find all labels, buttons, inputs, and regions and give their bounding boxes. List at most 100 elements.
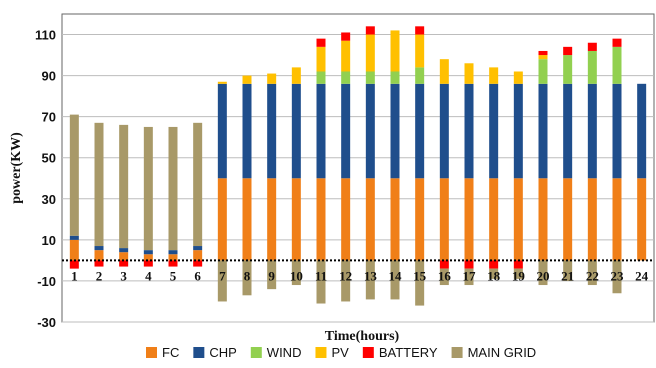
bar-battery-19	[513, 260, 523, 269]
bar-pv-17	[464, 63, 474, 84]
legend: FC CHP WIND PV BATTERY MAIN GRID	[146, 345, 536, 360]
bar-fc-11	[316, 178, 326, 261]
y-tick-label: 70	[42, 110, 56, 125]
bar-main-grid-5	[168, 126, 178, 251]
bar-chp-9	[267, 83, 277, 179]
bar-battery-4	[143, 260, 153, 267]
bar-battery-15	[415, 26, 425, 35]
bar-battery-18	[489, 260, 499, 269]
bar-fc-4	[143, 254, 153, 261]
x-axis-title: Time(hours)	[325, 329, 400, 344]
bar-wind-23	[612, 46, 622, 84]
legend-swatch-pv	[315, 347, 327, 358]
bar-main-grid-19	[513, 268, 523, 279]
x-tick-label: 19	[512, 268, 526, 283]
y-tick-label: -30	[37, 315, 56, 330]
bar-fc-14	[390, 178, 400, 261]
y-axis-title: power(KW)	[9, 132, 24, 204]
bar-fc-15	[415, 178, 425, 261]
bar-fc-12	[341, 178, 351, 261]
bar-pv-7	[217, 81, 227, 84]
bar-fc-7	[217, 178, 227, 261]
x-tick-label: 23	[611, 268, 625, 283]
bar-chp-12	[341, 83, 351, 179]
bar-battery-3	[119, 260, 129, 267]
bar-fc-5	[168, 254, 178, 261]
plot-area	[61, 13, 655, 323]
bar-battery-13	[365, 26, 375, 35]
bar-battery-2	[94, 260, 104, 267]
legend-label-main-grid: MAIN GRID	[468, 345, 537, 360]
x-tick-label: 20	[537, 268, 550, 283]
bar-fc-16	[439, 178, 449, 261]
bar-main-grid-18	[489, 268, 499, 279]
x-tick-label: 8	[244, 268, 251, 283]
bar-chp-17	[464, 83, 474, 179]
bar-main-grid-21	[563, 260, 573, 281]
bar-pv-16	[439, 59, 449, 84]
bar-fc-1	[69, 239, 79, 261]
bar-fc-6	[193, 250, 203, 261]
bar-chp-15	[415, 83, 425, 179]
legend-label-wind: WIND	[267, 345, 302, 360]
bar-main-grid-10	[291, 260, 301, 286]
bar-chp-22	[587, 83, 597, 179]
bar-battery-23	[612, 38, 622, 47]
bar-chp-23	[612, 83, 622, 179]
bar-main-grid-6	[193, 122, 203, 247]
bar-pv-10	[291, 67, 301, 84]
legend-label-pv: PV	[331, 345, 349, 360]
bar-chp-18	[489, 83, 499, 179]
y-tick-label: 50	[42, 151, 56, 166]
legend-swatch-wind	[250, 347, 262, 358]
bar-wind-21	[563, 55, 573, 84]
bar-fc-22	[587, 178, 597, 261]
bar-battery-17	[464, 260, 474, 269]
bars	[62, 26, 654, 306]
bar-pv-13	[365, 34, 375, 72]
x-tick-label: 13	[364, 268, 378, 283]
bar-fc-17	[464, 178, 474, 261]
x-tick-label: 9	[268, 268, 275, 283]
bar-fc-9	[267, 178, 277, 261]
bar-battery-6	[193, 260, 203, 267]
legend-swatch-fc	[146, 347, 157, 358]
x-tick-label: 7	[219, 268, 226, 283]
legend-label-battery: BATTERY	[379, 345, 438, 360]
bar-main-grid-1	[69, 114, 79, 236]
legend-swatch-main-grid	[451, 347, 463, 358]
bar-main-grid-3	[119, 124, 129, 249]
bar-chp-6	[193, 246, 203, 251]
bar-pv-20	[538, 55, 548, 60]
x-tick-label: 21	[561, 268, 574, 283]
bar-main-grid-9	[267, 260, 277, 290]
bar-battery-5	[168, 260, 178, 267]
bar-chp-19	[513, 83, 523, 179]
bar-wind-11	[316, 71, 326, 84]
x-tick-label: 3	[120, 268, 127, 283]
bar-pv-9	[267, 73, 277, 84]
bar-wind-22	[587, 50, 597, 84]
bar-fc-13	[365, 178, 375, 261]
bar-fc-2	[94, 250, 104, 261]
bar-fc-24	[637, 178, 647, 261]
x-tick-label: 18	[487, 268, 501, 283]
legend-label-fc: FC	[162, 345, 179, 360]
bar-pv-19	[513, 71, 523, 84]
bar-main-grid-16	[439, 268, 449, 286]
bar-main-grid-14	[390, 260, 400, 300]
bar-chp-14	[390, 83, 400, 179]
bar-battery-1	[69, 260, 79, 269]
bar-chp-20	[538, 83, 548, 179]
bar-pv-11	[316, 46, 326, 72]
bar-wind-12	[341, 71, 351, 84]
bar-wind-13	[365, 71, 375, 84]
bar-chp-5	[168, 250, 178, 255]
bar-fc-3	[119, 252, 129, 261]
legend-label-chp: CHP	[209, 345, 236, 360]
bar-main-grid-11	[316, 260, 326, 304]
bar-pv-18	[489, 67, 499, 84]
bar-battery-21	[563, 46, 573, 56]
bar-chp-21	[563, 83, 573, 179]
bar-pv-14	[390, 30, 400, 72]
